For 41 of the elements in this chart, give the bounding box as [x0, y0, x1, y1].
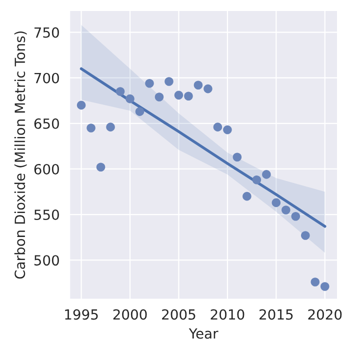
point — [154, 92, 164, 102]
point — [232, 152, 242, 162]
y-tick-label: 700 — [34, 72, 59, 84]
point — [145, 78, 154, 88]
y-tick-label: 550 — [34, 210, 59, 220]
point — [106, 122, 115, 132]
y-axis-title: Carbon Dioxide (Million Metric Tons) — [14, 31, 27, 279]
point — [310, 278, 320, 286]
x-tick-label: 2005 — [162, 309, 196, 320]
line-series — [80, 67, 326, 228]
point — [204, 84, 212, 94]
point — [282, 206, 290, 214]
point — [291, 212, 300, 221]
y-tick-label: 750 — [34, 27, 59, 38]
point — [320, 282, 330, 291]
point — [116, 87, 125, 96]
point — [194, 80, 203, 90]
point — [242, 192, 252, 201]
x-tick-label: 2015 — [260, 309, 293, 320]
x-tick-label: 2000 — [113, 309, 147, 320]
point — [223, 125, 232, 134]
point — [76, 100, 86, 110]
x-axis-title: Year — [188, 328, 218, 339]
y-tick-label: 650 — [34, 118, 59, 129]
point — [96, 162, 106, 172]
y-tick-label: 600 — [34, 164, 59, 174]
point — [135, 107, 144, 116]
point — [86, 124, 96, 132]
x-tick-label: 1995 — [65, 309, 98, 320]
point — [174, 90, 184, 100]
point — [301, 231, 310, 240]
point — [262, 170, 271, 179]
x-tick-label: 2010 — [210, 309, 244, 320]
x-tick-label: 2020 — [308, 309, 342, 320]
point — [126, 94, 134, 104]
y-tick-label: 500 — [34, 255, 59, 266]
point — [252, 176, 262, 184]
point — [164, 77, 174, 86]
point — [272, 198, 281, 208]
point — [213, 122, 222, 132]
point — [184, 92, 193, 100]
